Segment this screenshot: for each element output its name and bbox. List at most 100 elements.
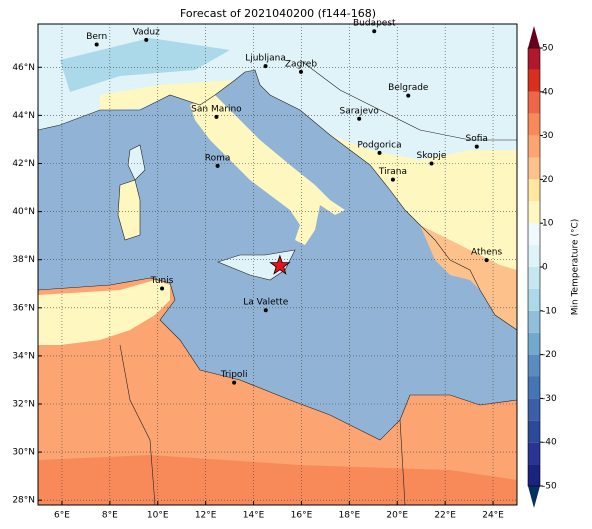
- city-label: Budapest: [353, 19, 396, 29]
- colorbar-band: [528, 442, 540, 465]
- colorbar-band: [528, 288, 540, 311]
- colorbar-tick-label: -10: [542, 306, 557, 316]
- city-label: Bern: [86, 32, 107, 42]
- colorbar-band: [528, 420, 540, 443]
- y-tick-label: 42°N: [12, 159, 35, 169]
- colorbar-band: [528, 113, 540, 136]
- land-europe: [38, 24, 517, 330]
- city-label: Tripoli: [220, 370, 248, 380]
- colorbar-arrow: [528, 26, 540, 48]
- map-area: [38, 24, 517, 505]
- city-dot: [215, 163, 220, 168]
- city-label: Sarajevo: [340, 106, 380, 116]
- y-tick-label: 44°N: [12, 111, 35, 121]
- city-label: Tunis: [150, 276, 174, 286]
- x-tick-label: 6°E: [54, 511, 70, 521]
- colorbar-band: [528, 135, 540, 158]
- colorbar-tick-label: -40: [542, 438, 557, 448]
- map-frame: [37, 23, 518, 506]
- city-dot: [357, 116, 362, 121]
- colorbar-tick-label: 30: [542, 131, 554, 141]
- colorbar-band: [528, 48, 540, 70]
- border: [119, 344, 156, 505]
- border: [299, 59, 517, 141]
- y-tick-label: 28°N: [12, 496, 35, 506]
- y-tick-label: 38°N: [12, 255, 35, 265]
- y-tick-label: 30°N: [12, 448, 35, 458]
- x-tick-label: 20°E: [386, 511, 408, 521]
- colorbar-tick-label: 50: [542, 44, 554, 54]
- city-dot: [144, 37, 149, 42]
- city-dot: [94, 42, 99, 47]
- coastline: [38, 69, 517, 331]
- city-label: Ljubljana: [245, 54, 286, 64]
- x-tick-label: 10°E: [147, 511, 169, 521]
- city-dot: [214, 114, 219, 119]
- italy: [190, 95, 345, 245]
- city-dot: [484, 258, 489, 263]
- city-label: Belgrade: [388, 83, 429, 93]
- corsica: [127, 144, 146, 181]
- colorbar-tick-label: -20: [542, 350, 557, 360]
- city-dot: [372, 29, 377, 34]
- colorbar-arrow: [528, 486, 540, 508]
- colorbar-band: [528, 179, 540, 202]
- colorbar: [527, 26, 541, 508]
- location-marker: [269, 254, 291, 275]
- cold-area: [60, 38, 230, 92]
- colorbar-band: [528, 376, 540, 399]
- colorbar-band: [528, 223, 540, 246]
- city-label: Roma: [205, 153, 231, 163]
- city-dot: [429, 161, 434, 166]
- colorbar-band: [528, 69, 540, 92]
- y-tick-label: 46°N: [12, 63, 35, 73]
- colorbar-tick-label: 40: [542, 87, 554, 97]
- city-label: Podgorica: [357, 140, 401, 150]
- city-dot: [160, 286, 165, 291]
- colorbar-tick-label: 0: [542, 263, 548, 273]
- city-dot: [232, 380, 237, 385]
- colorbar-label: Min Temperature (°C): [571, 219, 581, 316]
- city-label: Zagreb: [285, 59, 317, 69]
- colorbar-band: [528, 332, 540, 355]
- city-label: Athens: [471, 248, 502, 258]
- colorbar-band: [528, 354, 540, 377]
- africa: [38, 278, 517, 505]
- x-tick-label: 22°E: [434, 511, 456, 521]
- city-label: Sofia: [466, 134, 488, 144]
- city-label: La Valette: [243, 298, 288, 308]
- chart-title: Forecast of 2021040200 (f144-168): [180, 7, 376, 20]
- y-tick-label: 34°N: [12, 351, 35, 361]
- city-dot: [298, 69, 303, 74]
- tunisia-warm: [38, 280, 170, 345]
- y-tick-label: 32°N: [12, 399, 35, 409]
- city-label: Vaduz: [133, 27, 160, 37]
- city-label: Tirana: [378, 167, 407, 177]
- x-tick-label: 14°E: [243, 511, 265, 521]
- city-dot: [263, 64, 268, 69]
- x-tick-label: 18°E: [339, 511, 361, 521]
- colorbar-tick-label: -30: [542, 394, 557, 404]
- x-tick-label: 16°E: [291, 511, 313, 521]
- y-tick-label: 40°N: [12, 207, 35, 217]
- city-label: San Marino: [191, 104, 242, 114]
- colorbar-band: [528, 245, 540, 267]
- colorbar-band: [528, 464, 540, 486]
- colorbar-band: [528, 201, 540, 224]
- city-dot: [406, 93, 411, 98]
- colorbar-band: [528, 398, 540, 421]
- city-dot: [263, 308, 268, 313]
- city-dot: [390, 177, 395, 182]
- city-dot: [474, 144, 479, 149]
- x-tick-label: 24°E: [482, 511, 504, 521]
- colorbar-band: [528, 91, 540, 114]
- coastline: [38, 277, 517, 441]
- x-tick-label: 8°E: [102, 511, 118, 521]
- colorbar-tick-label: 10: [542, 219, 554, 229]
- colorbar-band: [528, 267, 540, 289]
- border: [399, 419, 406, 505]
- colorbar-band: [528, 157, 540, 180]
- city-label: Skopje: [417, 151, 447, 161]
